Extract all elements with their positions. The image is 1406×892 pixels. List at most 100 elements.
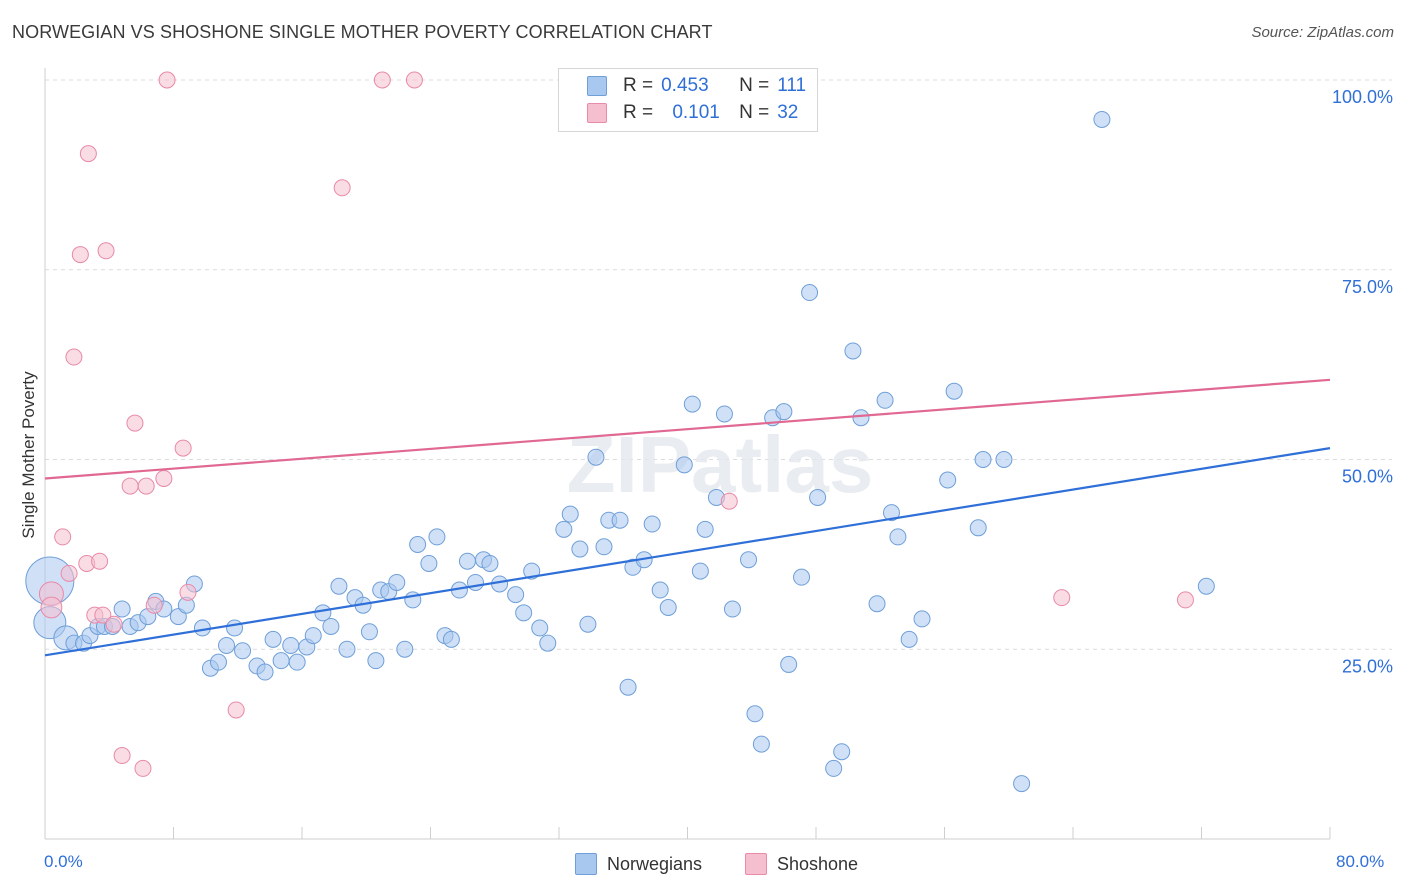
legend-r-value: 0.101 [672, 102, 720, 123]
tick-label-layer: 25.0% 50.0% 75.0% 100.0% [1332, 87, 1393, 676]
norwegians-point [900, 630, 918, 648]
norwegians-point [409, 536, 427, 554]
shoshone-point [105, 615, 123, 633]
shoshone-point [1176, 591, 1194, 609]
norwegians-point [330, 577, 348, 595]
legend-r-value: 0.453 [661, 75, 709, 96]
x-axis-max-label: 80.0% [1336, 852, 1385, 871]
legend-n-value: 32 [777, 102, 799, 123]
norwegians-point [876, 391, 894, 409]
legend-r-label: R = [623, 102, 654, 123]
norwegians-point [579, 615, 597, 633]
norwegians-point [852, 409, 870, 427]
norwegians-point [234, 642, 252, 660]
shoshone-point [79, 145, 97, 163]
norwegians-point [780, 655, 798, 673]
norwegians-point [1093, 110, 1111, 128]
shoshone-point [40, 596, 63, 619]
norwegians-point [868, 595, 886, 613]
y-tick-label: 50.0% [1342, 467, 1393, 487]
shoshone-point [126, 414, 144, 432]
bottom-legend-label: Norwegians [607, 853, 703, 874]
norwegians-point [360, 623, 378, 641]
axis-layer [44, 68, 1331, 840]
norwegians-point [801, 284, 819, 302]
norwegians-point [723, 600, 741, 618]
norwegians-point [396, 640, 414, 658]
norwegians-point [571, 540, 589, 558]
trend-layer [44, 378, 1331, 657]
y-axis-label: Single Mother Poverty [19, 371, 38, 539]
norwegians-point [611, 511, 629, 529]
norwegians-point [338, 640, 356, 658]
bottom-legend-shoshone: Shoshone [745, 852, 858, 876]
norwegians-point [442, 630, 460, 648]
norwegians-point [226, 619, 244, 637]
legend-n-value: 111 [777, 75, 807, 96]
bottom-legend-swatch-pink [745, 853, 767, 875]
norwegians-point [1197, 577, 1215, 595]
norwegians-point [428, 528, 446, 546]
legend-row-shoshone: R = 0.101 N = 32 [587, 101, 798, 125]
shoshone-point [179, 583, 197, 601]
norwegians-point [555, 520, 573, 538]
shoshone-point [97, 242, 115, 260]
shoshone-point [121, 477, 139, 495]
norwegians-point [595, 538, 613, 556]
shoshone-point [1053, 589, 1071, 607]
norwegians-point [889, 528, 907, 546]
norwegians-point [825, 759, 843, 777]
norwegians-trend-line [44, 447, 1331, 657]
norwegians-point [272, 652, 290, 670]
shoshone-point [91, 552, 109, 570]
shoshone-point [137, 477, 155, 495]
norwegians-point [659, 599, 677, 617]
norwegians-point [683, 395, 701, 413]
norwegians-point [913, 610, 931, 628]
norwegians-point [696, 520, 714, 538]
shoshone-point [405, 71, 423, 89]
shoshone-point [333, 179, 351, 197]
norwegians-point [420, 554, 438, 572]
norwegians-point [304, 627, 322, 645]
shoshone-trend-line [44, 378, 1331, 480]
norwegians-point [367, 652, 385, 670]
shoshone-point [71, 246, 89, 264]
shoshone-point [134, 759, 152, 777]
legend-n-label: N = [739, 102, 770, 123]
norwegians-point [388, 573, 406, 591]
norwegians-point [746, 705, 764, 723]
norwegians-point [793, 568, 811, 586]
norwegians-point [515, 604, 533, 622]
norwegians-point [209, 653, 227, 671]
norwegians-point [833, 743, 851, 761]
norwegians-point [264, 630, 282, 648]
norwegians-point [675, 456, 693, 474]
norwegians-point [939, 471, 957, 489]
bottom-legend-norwegians: Norwegians [575, 852, 702, 876]
norwegians-point [882, 504, 900, 522]
shoshone-point [373, 71, 391, 89]
norwegians-point [945, 382, 963, 400]
norwegians-point [995, 451, 1013, 468]
shoshone-point [94, 606, 112, 624]
norwegians-point [715, 405, 733, 423]
shoshone-point [113, 747, 131, 765]
norwegians-point [651, 581, 669, 599]
norwegians-point [466, 573, 484, 591]
norwegians-point [322, 617, 340, 635]
norwegians-point [288, 653, 306, 671]
norwegians-point [561, 505, 579, 523]
norwegians-point [523, 562, 541, 580]
norwegians-point [282, 636, 300, 654]
norwegians-point [974, 451, 992, 468]
norwegians-point [740, 551, 758, 569]
chart-title: NORWEGIAN VS SHOSHONE SINGLE MOTHER POVE… [12, 22, 713, 42]
norwegians-point [113, 600, 131, 618]
shoshone-point [155, 469, 173, 487]
norwegians-point [507, 586, 525, 604]
norwegians-point [458, 552, 476, 570]
norwegians-point [969, 519, 987, 537]
bottom-legend-swatch-blue [575, 853, 597, 875]
shoshone-point [158, 71, 176, 89]
